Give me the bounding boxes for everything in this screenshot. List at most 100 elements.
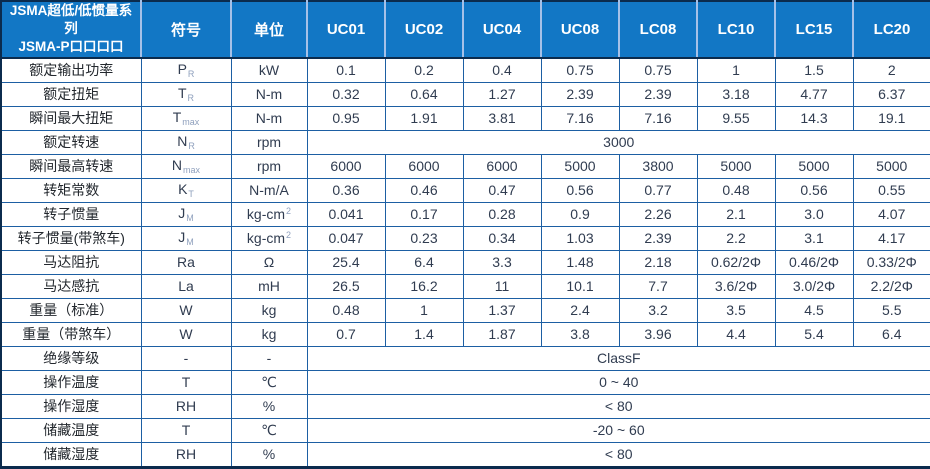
spec-value-cell: 2.1 — [696, 201, 776, 227]
row-unit: ℃ — [230, 369, 308, 395]
spec-value-cell: 25.4 — [306, 249, 386, 275]
symbol-subscript: max — [182, 117, 200, 128]
spec-value-cell: 3.8 — [540, 321, 620, 347]
spec-value-cell: 1 — [384, 297, 464, 323]
row-unit: kg-cm2 — [230, 201, 308, 227]
spec-value-cell: 5000 — [774, 153, 854, 179]
spec-value-cell: 7.16 — [540, 105, 620, 131]
spec-value-cell: 7.16 — [618, 105, 698, 131]
series-title-line2: JSMA-P口口口口 — [18, 39, 124, 55]
spec-value-cell: 0.77 — [618, 177, 698, 203]
row-unit: ℃ — [230, 417, 308, 443]
spec-value-cell: 0.9 — [540, 201, 620, 227]
model-column-header-lc20: LC20 — [852, 1, 930, 59]
spec-value-cell: 3.0/2Φ — [774, 273, 854, 299]
spec-value-cell: 2.39 — [540, 81, 620, 107]
spec-value-cell: 1 — [696, 57, 776, 83]
spec-value-cell: 10.1 — [540, 273, 620, 299]
row-symbol: KT — [140, 177, 232, 203]
row-symbol: TR — [140, 81, 232, 107]
row-symbol: - — [140, 345, 232, 371]
spec-value-cell: 3.2 — [618, 297, 698, 323]
row-unit: N-m/A — [230, 177, 308, 203]
spec-value-cell: 3.5 — [696, 297, 776, 323]
spec-value-cell: 6.4 — [384, 249, 464, 275]
unit-base: ℃ — [261, 373, 277, 390]
row-label: 储藏湿度 — [0, 441, 142, 468]
row-symbol: T — [140, 369, 232, 395]
spec-value-cell: 5000 — [540, 153, 620, 179]
row-label: 额定扭矩 — [0, 81, 142, 107]
spec-value-cell: 0.36 — [306, 177, 386, 203]
spec-value-cell: 6000 — [462, 153, 542, 179]
spec-value-cell: 0.4 — [462, 57, 542, 83]
symbol-base: T — [172, 109, 182, 126]
unit-base: Ω — [263, 254, 275, 271]
spec-value-cell: 6000 — [384, 153, 464, 179]
spec-value-cell: 1.91 — [384, 105, 464, 131]
row-label: 绝缘等级 — [0, 345, 142, 371]
spec-row: 操作温度 T ℃ 0 ~ 40 — [0, 369, 930, 395]
spec-value-cell: 26.5 — [306, 273, 386, 299]
spec-value-cell: 11 — [462, 273, 542, 299]
row-unit: mH — [230, 273, 308, 299]
spec-value-cell: 0.75 — [540, 57, 620, 83]
row-merged-value: < 80 — [306, 441, 930, 468]
spec-value-cell: 0.1 — [306, 57, 386, 83]
spec-row: 操作湿度 RH% < 80 — [0, 393, 930, 419]
unit-base: mH — [258, 278, 280, 295]
spec-value-cell: 2.18 — [618, 249, 698, 275]
symbol-base: RH — [175, 398, 197, 415]
row-unit: N-m — [230, 81, 308, 107]
row-symbol: Nmax — [140, 153, 232, 179]
spec-value-cell: 4.17 — [852, 225, 930, 251]
unit-superscript: 2 — [286, 206, 292, 217]
spec-row: 马达阻抗 Ra Ω 25.4 6.4 3.3 1.48 2.18 0.62/2Φ 0.46/2Φ 0… — [0, 249, 930, 275]
symbol-base: T — [181, 374, 191, 391]
unit-column-header: 单位 — [230, 1, 307, 59]
row-merged-value: -20 ~ 60 — [306, 417, 930, 443]
row-merged-value: 3000 — [306, 129, 930, 155]
spec-value-cell: 14.3 — [774, 105, 854, 131]
spec-row: 额定转速 NR rpm 3000 — [0, 129, 930, 155]
row-unit: % — [230, 393, 308, 419]
row-symbol: Tmax — [140, 105, 232, 131]
unit-base: % — [262, 446, 276, 463]
row-symbol: RH — [140, 441, 232, 468]
row-unit: % — [230, 441, 308, 468]
row-symbol: JM — [140, 201, 232, 227]
spec-row: 马达感抗 La mH 26.5 16.2 11 10.1 7.7 3.6/2Φ 3.0/2Φ 2.2… — [0, 273, 930, 299]
spec-value-cell: 0.047 — [306, 225, 386, 251]
row-symbol: NR — [140, 129, 232, 155]
series-title-cell: JSMA超低/低惯量系列 JSMA-P口口口口 — [1, 1, 141, 59]
row-symbol: W — [140, 297, 232, 323]
symbol-subscript: M — [186, 213, 194, 224]
spec-value-cell: 9.55 — [696, 105, 776, 131]
row-merged-value: < 80 — [306, 393, 930, 419]
spec-value-cell: 1.5 — [774, 57, 854, 83]
spec-value-cell: 0.28 — [462, 201, 542, 227]
spec-row: 瞬间最高转速 Nmax rpm 6000 6000 6000 5000 3800 5000 500… — [0, 153, 930, 179]
spec-table-body: 额定输出功率 PR kW 0.1 0.2 0.4 0.75 0.75 1 1.5 2 额定扭矩 TR N-… — [0, 57, 930, 468]
symbol-base: T — [181, 422, 191, 439]
row-symbol: W — [140, 321, 232, 347]
spec-value-cell: 4.4 — [696, 321, 776, 347]
symbol-base: P — [177, 61, 187, 78]
symbol-base: RH — [175, 446, 197, 463]
spec-value-cell: 3.3 — [462, 249, 542, 275]
spec-value-cell: 1.87 — [462, 321, 542, 347]
spec-row: 转子惯量(带煞车) JM kg-cm2 0.047 0.23 0.34 1.03 2.39 2.… — [0, 225, 930, 251]
row-label: 马达感抗 — [0, 273, 142, 299]
symbol-base: W — [179, 302, 193, 319]
series-title-line1: JSMA超低/低惯量系列 — [9, 3, 133, 37]
spec-value-cell: 4.07 — [852, 201, 930, 227]
row-label: 瞬间最大扭矩 — [0, 105, 142, 131]
spec-value-cell: 1.48 — [540, 249, 620, 275]
symbol-base: W — [179, 326, 193, 343]
symbol-subscript: R — [188, 141, 195, 152]
symbol-subscript: max — [183, 165, 201, 176]
spec-value-cell: 3.18 — [696, 81, 776, 107]
unit-base: N-m/A — [249, 182, 289, 199]
